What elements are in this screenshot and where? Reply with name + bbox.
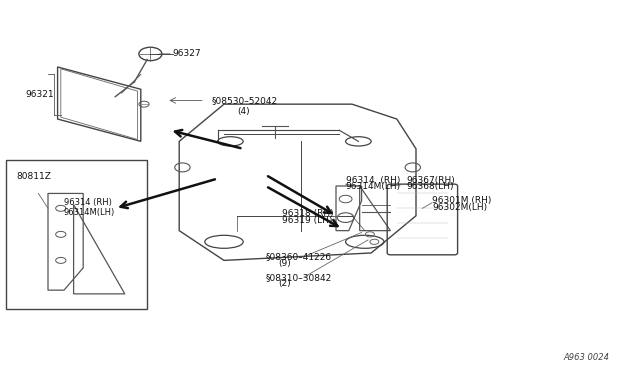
Text: §08530–52042: §08530–52042: [211, 96, 277, 105]
Text: 96318 (RH): 96318 (RH): [282, 209, 333, 218]
Text: §08360–41226: §08360–41226: [266, 252, 332, 261]
Text: 96301M (RH): 96301M (RH): [432, 196, 492, 205]
Text: 96327: 96327: [173, 49, 202, 58]
Text: 96314M(LH): 96314M(LH): [346, 182, 401, 191]
Text: 96319 (LH): 96319 (LH): [282, 216, 332, 225]
Text: (4): (4): [237, 107, 250, 116]
Text: §08310–30842: §08310–30842: [266, 273, 332, 282]
Text: 96314M(LH): 96314M(LH): [64, 208, 115, 217]
Text: 96367(RH): 96367(RH): [406, 176, 455, 185]
Bar: [6, 160, 147, 309]
Text: 96314  (RH): 96314 (RH): [346, 176, 400, 185]
Text: 96302M(LH): 96302M(LH): [432, 203, 487, 212]
Text: 96368(LH): 96368(LH): [406, 182, 454, 191]
Text: (2): (2): [278, 279, 291, 288]
Text: 96314 (RH): 96314 (RH): [64, 198, 112, 207]
Text: A963 0024: A963 0024: [563, 353, 609, 362]
Text: 80811Z: 80811Z: [16, 172, 51, 181]
Text: (9): (9): [278, 259, 291, 267]
Text: 96321: 96321: [26, 90, 54, 99]
